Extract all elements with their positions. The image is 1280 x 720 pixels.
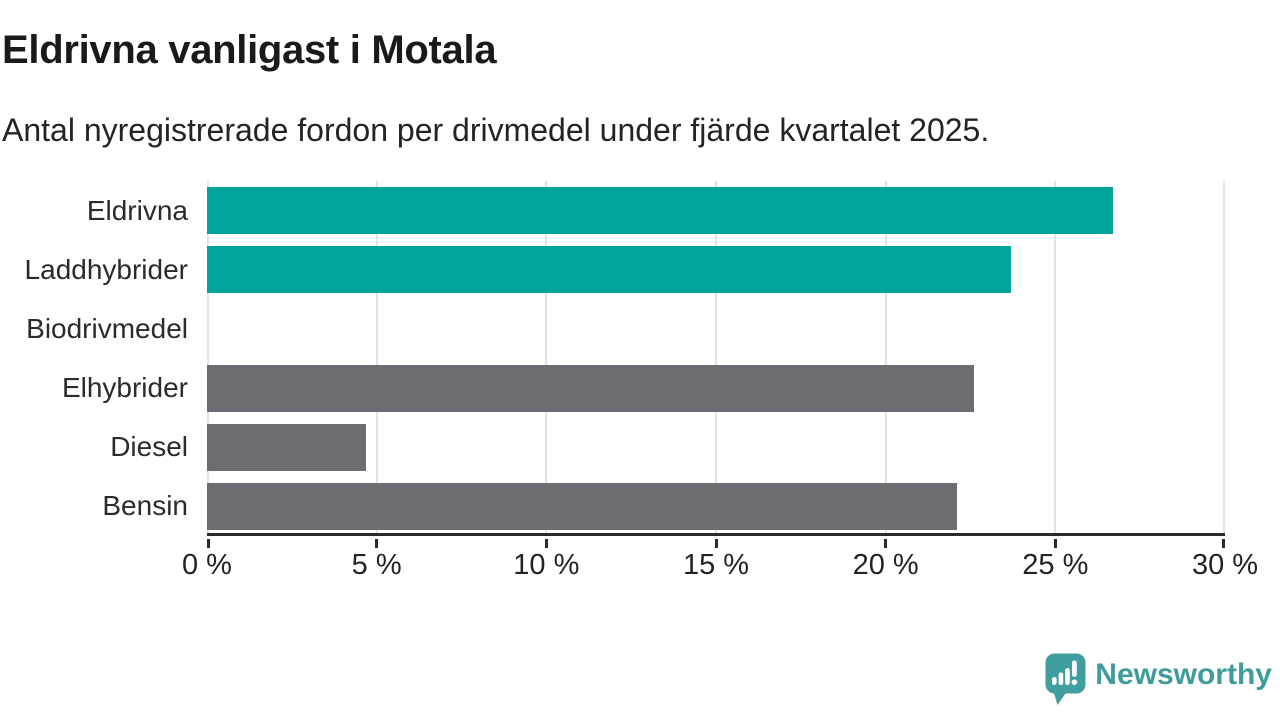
x-tick-mark	[207, 539, 210, 548]
x-axis: 0 % 5 % 10 % 15 % 20 % 25 % 30 %	[182, 539, 1258, 609]
gridline	[884, 181, 887, 533]
gridline	[207, 181, 209, 533]
category-label: Biodrivmedel	[26, 312, 188, 344]
x-tick-mark	[1053, 539, 1057, 548]
bar-bensin	[207, 482, 957, 530]
x-tick-label: 10 %	[513, 549, 580, 581]
category-label: Eldrivna	[86, 194, 188, 226]
x-tick-label: 30 %	[1191, 549, 1259, 581]
x-tick-mark	[544, 539, 548, 548]
x-tick-mark	[1222, 539, 1225, 548]
gridline	[545, 181, 548, 533]
x-tick-label: 0 %	[182, 549, 232, 581]
x-tick-mark	[375, 539, 379, 548]
x-tick-label: 20 %	[852, 549, 919, 581]
plot-area	[207, 181, 1225, 536]
x-tick-label: 5 %	[351, 549, 402, 581]
bar-eldrivna	[207, 187, 1114, 235]
gridline	[715, 181, 717, 533]
chart-subtitle: Antal nyregistrerade fordon per drivmede…	[2, 112, 990, 148]
bar-diesel	[207, 423, 367, 471]
category-label: Laddhybrider	[24, 253, 188, 285]
category-label: Bensin	[102, 490, 188, 522]
category-label: Diesel	[110, 431, 188, 463]
category-label: Elhybrider	[61, 372, 188, 404]
x-tick-label: 15 %	[682, 549, 750, 581]
newsworthy-wordmark: Newsworthy	[1095, 657, 1272, 691]
newsworthy-logo: Newsworthy	[1045, 653, 1272, 706]
x-tick-label: 25 %	[1022, 549, 1089, 581]
gridline	[375, 181, 378, 533]
gridline	[1223, 181, 1225, 533]
x-tick-mark	[714, 539, 718, 548]
category-labels: Eldrivna Laddhybrider Biodrivmedel Elhybrid…	[0, 181, 188, 536]
newsworthy-speech-bubble-chart-icon	[1045, 653, 1086, 705]
x-tick-mark	[884, 539, 888, 548]
bar-laddhybrider	[207, 246, 1012, 294]
chart-title: Eldrivna vanligast i Motala	[2, 28, 497, 72]
bar-elhybrider	[207, 364, 974, 412]
gridline	[1054, 181, 1057, 533]
